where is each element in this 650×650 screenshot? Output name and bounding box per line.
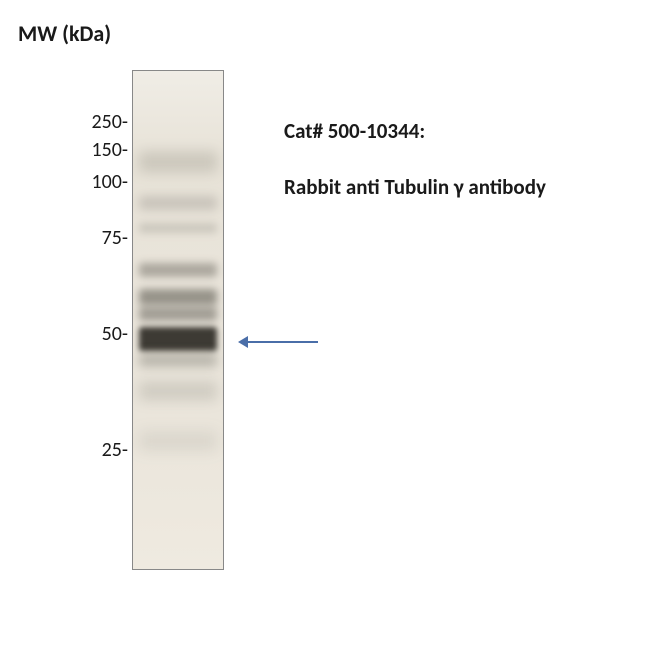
- axis-title: MW (kDa): [18, 20, 111, 47]
- indicator-arrow: [238, 330, 318, 354]
- blot-band: [139, 327, 217, 351]
- blot-band: [139, 307, 217, 321]
- mw-marker: 150-: [0, 138, 128, 162]
- description-line: Rabbit anti Tubulin γ antibody: [284, 174, 546, 200]
- blot-band: [139, 151, 217, 173]
- mw-marker: 50-: [0, 322, 128, 346]
- blot-band: [139, 289, 217, 305]
- description-line: Cat# 500-10344:: [284, 118, 425, 144]
- bands: [133, 71, 223, 569]
- mw-marker: 75-: [0, 226, 128, 250]
- blot-band: [139, 353, 217, 367]
- blot-lane: [132, 70, 224, 570]
- blot-band: [139, 263, 217, 277]
- mw-marker: 250-: [0, 110, 128, 134]
- blot-band: [139, 381, 217, 401]
- blot-band: [139, 223, 217, 233]
- blot-band: [139, 431, 217, 451]
- mw-marker: 25-: [0, 438, 128, 462]
- mw-marker: 100-: [0, 170, 128, 194]
- blot-band: [139, 196, 217, 210]
